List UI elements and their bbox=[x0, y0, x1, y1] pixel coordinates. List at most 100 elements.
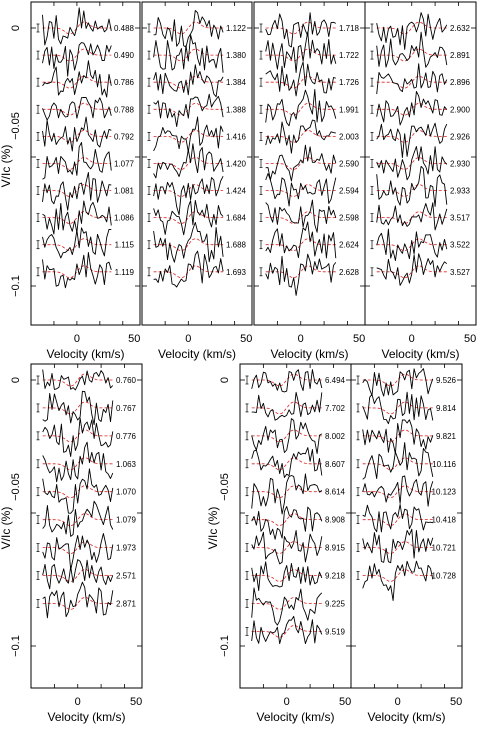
rotational-phase-label: 0.792 bbox=[114, 132, 135, 141]
observed-profile bbox=[42, 42, 112, 77]
model-profile bbox=[362, 541, 433, 555]
rotational-phase-label: 2.926 bbox=[450, 132, 471, 141]
observed-profile bbox=[42, 417, 114, 457]
rotational-phase-label: 1.424 bbox=[226, 187, 247, 196]
panel-frame bbox=[141, 1, 253, 326]
x-tick-label: 0 bbox=[185, 333, 191, 345]
model-profile bbox=[42, 457, 113, 471]
rotational-phase-label: 1.688 bbox=[226, 241, 247, 250]
rotational-phase-label: 3.527 bbox=[450, 268, 471, 277]
rotational-phase-label: 2.896 bbox=[450, 78, 471, 87]
observed-profile bbox=[362, 504, 433, 533]
y-tick-label: −0.1 bbox=[10, 275, 22, 297]
observed-profile bbox=[42, 369, 114, 391]
model-profile bbox=[376, 184, 447, 198]
observed-profile bbox=[251, 473, 323, 515]
model-profile bbox=[376, 102, 447, 116]
rotational-phase-label: 9.814 bbox=[436, 404, 457, 413]
model-profile bbox=[153, 75, 224, 89]
observed-profile bbox=[376, 165, 448, 207]
rotational-phase-label: 1.991 bbox=[339, 105, 360, 114]
observed-profile bbox=[42, 97, 112, 121]
observed-profile bbox=[153, 9, 224, 48]
model-profile bbox=[251, 596, 322, 610]
observed-profile bbox=[376, 12, 448, 50]
x-tick-label: 0 bbox=[75, 696, 81, 708]
model-profiles-layer bbox=[42, 21, 447, 638]
x-tick-label: 0 bbox=[409, 333, 415, 345]
model-profile bbox=[362, 401, 433, 415]
x-tick-label: 50 bbox=[464, 333, 476, 345]
model-profile bbox=[251, 457, 322, 471]
observed-profile bbox=[251, 587, 323, 626]
rotational-phase-label: 1.077 bbox=[114, 159, 135, 168]
observed-profile bbox=[265, 221, 337, 259]
model-profile bbox=[362, 373, 433, 387]
rotational-phase-label: 1.973 bbox=[116, 544, 137, 553]
rotational-phase-label: 1.119 bbox=[115, 268, 135, 277]
observed-profile bbox=[376, 146, 448, 181]
observed-profile bbox=[362, 442, 434, 480]
model-profile bbox=[265, 184, 336, 198]
observed-profile bbox=[265, 144, 337, 182]
rotational-phase-label: 1.718 bbox=[339, 24, 360, 33]
model-profile bbox=[42, 540, 113, 555]
rotational-phase-label: 9.821 bbox=[436, 432, 457, 441]
model-profile bbox=[251, 541, 322, 555]
observed-profile bbox=[153, 64, 224, 98]
rotational-phase-label: 1.684 bbox=[226, 214, 247, 223]
observed-profile bbox=[42, 390, 114, 426]
rotational-phase-label: 8.002 bbox=[325, 432, 346, 441]
x-axis-label: Velocity (km/s) bbox=[47, 710, 125, 724]
model-profile bbox=[251, 513, 322, 527]
observed-profile bbox=[251, 530, 323, 565]
observed-profile bbox=[42, 468, 114, 514]
model-profile bbox=[42, 513, 113, 527]
model-profile bbox=[42, 75, 112, 89]
rotational-phase-label: 2.628 bbox=[339, 268, 360, 277]
observed-profile bbox=[376, 63, 448, 95]
rotational-phase-label: 8.607 bbox=[325, 460, 346, 469]
model-profile bbox=[265, 102, 336, 116]
observed-profile bbox=[42, 171, 112, 211]
rotational-phase-label: 2.900 bbox=[450, 105, 471, 114]
y-tick-label: −0.1 bbox=[219, 635, 231, 657]
model-profile bbox=[251, 485, 322, 499]
observed-profile bbox=[265, 173, 337, 207]
rotational-phase-label: 8.908 bbox=[325, 516, 346, 525]
model-profile bbox=[251, 401, 322, 415]
rotational-phase-label: 1.086 bbox=[114, 214, 135, 223]
observed-profile bbox=[251, 561, 323, 592]
model-profile bbox=[153, 211, 224, 225]
rotational-phase-label: 1.081 bbox=[114, 187, 135, 196]
y-tick-label: −0.05 bbox=[10, 473, 22, 501]
rotational-phase-label: 1.416 bbox=[226, 132, 247, 141]
model-profile bbox=[362, 569, 433, 583]
model-profile bbox=[153, 265, 224, 279]
observed-profile bbox=[153, 221, 224, 263]
model-profile bbox=[42, 238, 112, 252]
panel-frame bbox=[364, 1, 477, 326]
x-axis-label: Velocity (km/s) bbox=[158, 347, 236, 361]
observed-profile bbox=[251, 369, 323, 393]
x-axis-label: Velocity (km/s) bbox=[270, 347, 348, 361]
x-tick-label: 50 bbox=[339, 696, 351, 708]
model-profile bbox=[42, 156, 112, 171]
observed-profile bbox=[376, 31, 448, 68]
model-profile bbox=[42, 21, 112, 35]
rotational-phase-label: 9.225 bbox=[325, 599, 346, 608]
panel-frame bbox=[30, 1, 141, 326]
panel-frame bbox=[350, 363, 463, 689]
observed-profile bbox=[153, 199, 224, 236]
observed-profile bbox=[265, 88, 337, 127]
rotational-phase-label: 2.624 bbox=[339, 241, 360, 250]
rotational-phase-label: 1.384 bbox=[226, 78, 247, 87]
y-tick-label: −0.1 bbox=[10, 635, 22, 657]
model-profile bbox=[42, 211, 112, 225]
observed-profile bbox=[376, 253, 448, 286]
observed-profile bbox=[153, 34, 224, 73]
x-tick-label: 50 bbox=[130, 696, 142, 708]
observed-profile bbox=[362, 368, 434, 397]
rotational-phase-label: 8.915 bbox=[325, 544, 346, 553]
